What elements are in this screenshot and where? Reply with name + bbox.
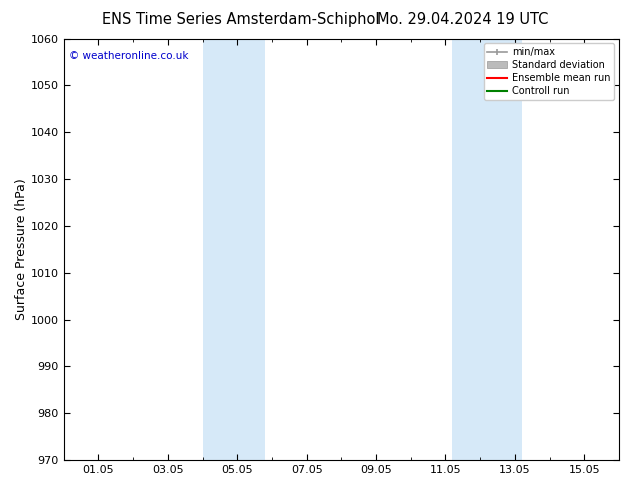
Bar xyxy=(203,39,265,460)
Text: Mo. 29.04.2024 19 UTC: Mo. 29.04.2024 19 UTC xyxy=(377,12,548,27)
Legend: min/max, Standard deviation, Ensemble mean run, Controll run: min/max, Standard deviation, Ensemble me… xyxy=(484,44,614,100)
Text: © weatheronline.co.uk: © weatheronline.co.uk xyxy=(69,51,189,61)
Y-axis label: Surface Pressure (hPa): Surface Pressure (hPa) xyxy=(15,178,28,320)
Text: ENS Time Series Amsterdam-Schiphol: ENS Time Series Amsterdam-Schiphol xyxy=(102,12,380,27)
Bar xyxy=(453,39,522,460)
